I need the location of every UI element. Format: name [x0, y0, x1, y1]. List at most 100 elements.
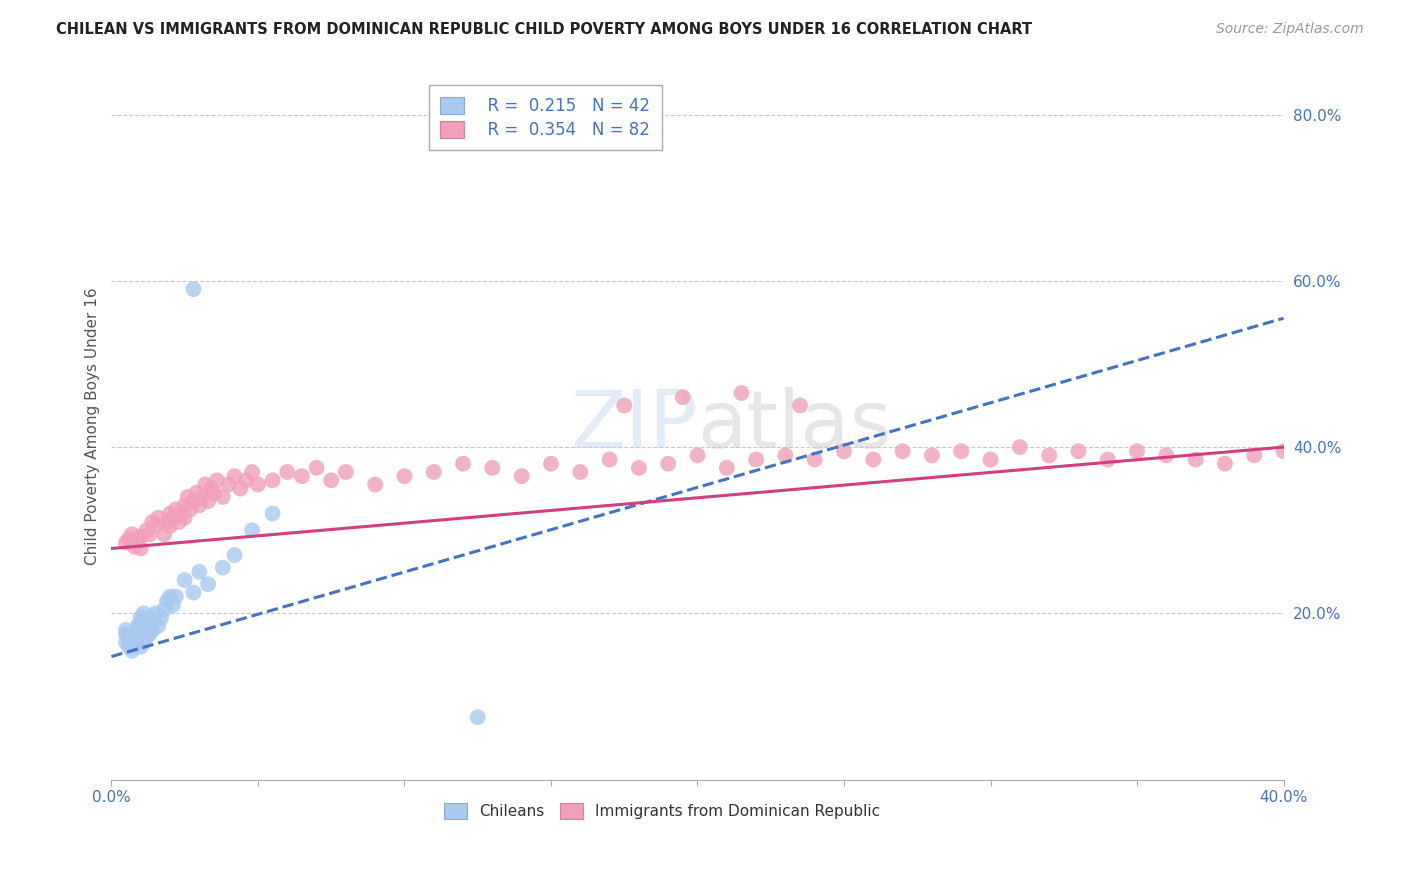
Point [115, 535, 138, 549]
Point [291, 469, 314, 483]
Point [218, 477, 240, 491]
Point [262, 473, 284, 487]
Point [115, 627, 138, 641]
Point [1038, 449, 1060, 463]
Point [789, 399, 811, 413]
Point [118, 640, 141, 654]
Point [246, 477, 269, 491]
Point [167, 515, 190, 529]
Point [686, 449, 709, 463]
Point [235, 473, 257, 487]
Point [191, 490, 214, 504]
Point [188, 565, 211, 579]
Point [803, 452, 825, 467]
Point [156, 515, 179, 529]
Point [121, 644, 143, 658]
Text: Source: ZipAtlas.com: Source: ZipAtlas.com [1216, 22, 1364, 37]
Point [141, 623, 163, 637]
Point [145, 519, 167, 533]
Point [159, 590, 181, 604]
Point [170, 507, 193, 521]
Point [335, 465, 357, 479]
Point [202, 485, 225, 500]
Point [730, 386, 752, 401]
Point [197, 577, 219, 591]
Point [129, 541, 152, 556]
Point [132, 635, 155, 649]
Point [540, 457, 562, 471]
Point [129, 632, 152, 646]
Point [451, 457, 474, 471]
Point [775, 449, 797, 463]
Point [862, 452, 884, 467]
Point [262, 507, 284, 521]
Point [672, 390, 695, 404]
Point [832, 444, 855, 458]
Point [1213, 457, 1236, 471]
Point [1126, 444, 1149, 458]
Point [148, 510, 170, 524]
Text: ZIP: ZIP [569, 387, 697, 466]
Point [197, 494, 219, 508]
Point [129, 530, 152, 544]
Point [173, 510, 195, 524]
Point [1008, 440, 1031, 454]
Point [138, 627, 160, 641]
Point [145, 607, 167, 621]
Point [129, 616, 152, 631]
Point [141, 610, 163, 624]
Point [481, 461, 503, 475]
Point [183, 494, 205, 508]
Point [127, 535, 149, 549]
Point [132, 607, 155, 621]
Point [156, 594, 179, 608]
Legend: Chileans, Immigrants from Dominican Republic: Chileans, Immigrants from Dominican Repu… [439, 797, 886, 825]
Point [129, 624, 152, 639]
Point [569, 465, 592, 479]
Point [200, 482, 222, 496]
Point [1067, 444, 1090, 458]
Point [127, 619, 149, 633]
Point [115, 635, 138, 649]
Point [1097, 452, 1119, 467]
Point [305, 461, 328, 475]
Point [118, 632, 141, 646]
Point [657, 457, 679, 471]
Point [980, 452, 1002, 467]
Point [745, 452, 768, 467]
Point [599, 452, 621, 467]
Point [240, 523, 263, 537]
Point [124, 638, 146, 652]
Point [1272, 444, 1295, 458]
Point [1184, 452, 1206, 467]
Point [613, 399, 636, 413]
Point [467, 710, 489, 724]
Point [162, 510, 184, 524]
Point [162, 598, 184, 612]
Point [224, 469, 246, 483]
Point [1243, 449, 1265, 463]
Point [129, 640, 152, 654]
Point [173, 498, 195, 512]
Point [115, 623, 138, 637]
Point [138, 615, 160, 629]
Point [276, 465, 298, 479]
Point [127, 635, 149, 649]
Point [165, 590, 187, 604]
Point [153, 527, 176, 541]
Point [240, 465, 263, 479]
Point [180, 502, 202, 516]
Point [135, 523, 157, 537]
Point [138, 527, 160, 541]
Text: CHILEAN VS IMMIGRANTS FROM DOMINICAN REPUBLIC CHILD POVERTY AMONG BOYS UNDER 16 : CHILEAN VS IMMIGRANTS FROM DOMINICAN REP… [56, 22, 1032, 37]
Point [194, 477, 217, 491]
Point [159, 519, 181, 533]
Point [124, 540, 146, 554]
Point [716, 461, 738, 475]
Point [211, 490, 233, 504]
Point [229, 482, 252, 496]
Y-axis label: Child Poverty Among Boys Under 16: Child Poverty Among Boys Under 16 [86, 287, 100, 566]
Point [1156, 449, 1178, 463]
Point [150, 610, 173, 624]
Point [148, 619, 170, 633]
